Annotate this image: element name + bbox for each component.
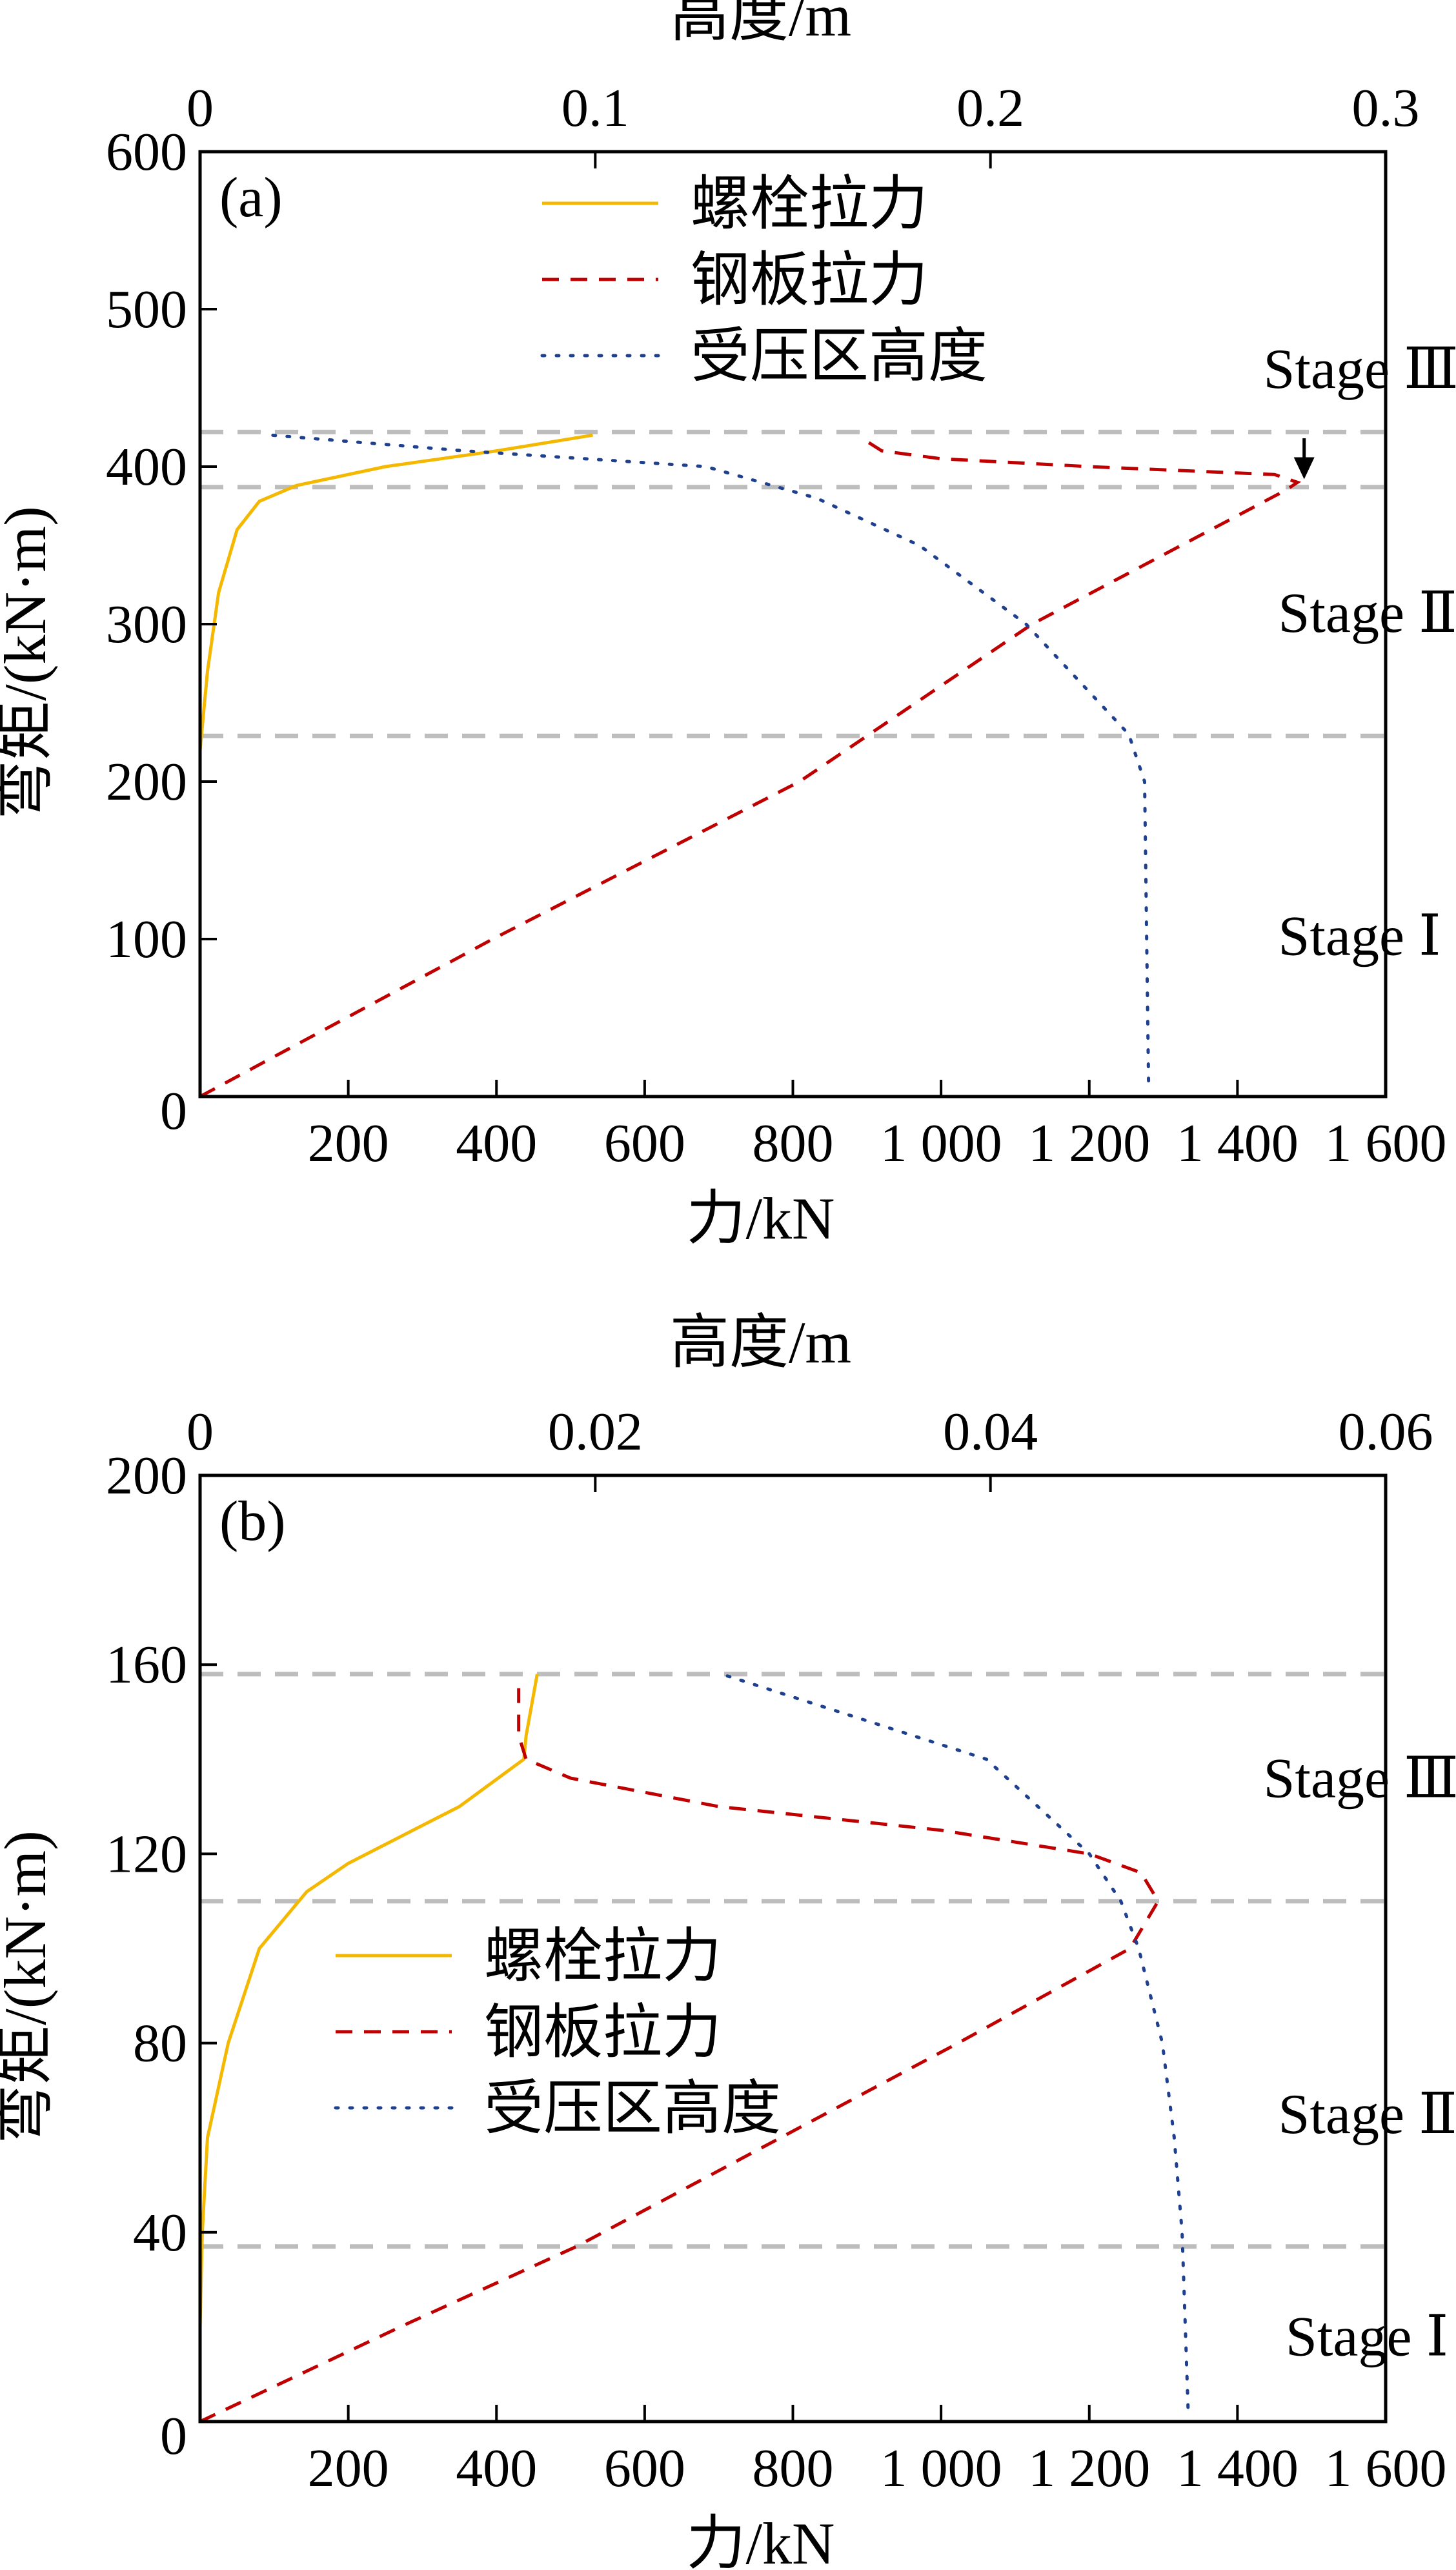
x2-axis-label: 高度/m: [670, 0, 851, 48]
x-tick-label: 800: [753, 2438, 834, 2498]
x2-tick-label: 0.06: [1339, 1402, 1433, 1462]
x-tick-label: 400: [456, 2438, 537, 2498]
stage-label: Stage Ⅰ: [1286, 2305, 1448, 2368]
stage-label: Stage Ⅱ: [1279, 582, 1456, 645]
x2-tick-label: 0.2: [956, 78, 1024, 138]
x-tick-label: 400: [456, 1113, 537, 1173]
x-tick-label: 1 200: [1028, 1113, 1150, 1173]
y-tick-label: 0: [160, 1081, 187, 1141]
legend-label: 受压区高度: [691, 323, 987, 389]
stage-label: Stage Ⅲ: [1264, 1747, 1456, 1810]
stage-label: Stage Ⅰ: [1279, 905, 1441, 967]
y-tick-label: 300: [106, 594, 187, 654]
legend-label: 螺栓拉力: [691, 171, 928, 237]
legend-label: 受压区高度: [484, 2076, 781, 2141]
x2-tick-label: 0.1: [561, 78, 629, 138]
series-line-2: [720, 1672, 1190, 2409]
x-tick-label: 200: [308, 1113, 389, 1173]
x2-axis-label: 高度/m: [670, 1310, 851, 1375]
series-line-0: [198, 433, 593, 751]
y-tick-label: 600: [106, 122, 187, 182]
y-tick-label: 200: [106, 1446, 187, 1506]
y-tick-label: 0: [160, 2406, 187, 2466]
x-tick-label: 200: [308, 2438, 389, 2498]
x-tick-label: 1 600: [1325, 1113, 1447, 1173]
x2-tick-label: 0: [187, 78, 214, 138]
legend-label: 钢板拉力: [691, 247, 928, 313]
series-line-2: [269, 433, 1151, 1083]
x-axis-label: 力/kN: [686, 1186, 834, 1251]
stage-label: Stage Ⅲ: [1264, 338, 1456, 401]
x-tick-label: 1 400: [1177, 1113, 1299, 1173]
y-tick-label: 400: [106, 437, 187, 497]
y-tick-label: 120: [106, 1824, 187, 1884]
x2-tick-label: 0: [187, 1402, 214, 1462]
x2-tick-label: 0.02: [548, 1402, 643, 1462]
x-tick-label: 600: [604, 1113, 685, 1173]
legend-label: 钢板拉力: [484, 1999, 722, 2065]
y-tick-label: 80: [133, 2014, 187, 2074]
series-line-1: [199, 440, 1302, 1098]
y-tick-label: 100: [106, 909, 187, 969]
x-tick-label: 1 400: [1177, 2438, 1299, 2498]
legend-label: 螺栓拉力: [484, 1923, 722, 1989]
y-tick-label: 200: [106, 752, 187, 812]
x-tick-label: 800: [753, 1113, 834, 1173]
x2-tick-label: 0.3: [1352, 78, 1420, 138]
plot-frame: [198, 1473, 1388, 2423]
x-tick-label: 1 200: [1028, 2438, 1150, 2498]
y-axis-label: 弯矩/(kN·m): [0, 506, 58, 819]
y-tick-label: 160: [106, 1635, 187, 1695]
series-line-1: [199, 1688, 1160, 2423]
y-axis-label: 弯矩/(kN·m): [0, 1830, 58, 2143]
y-tick-label: 40: [133, 2203, 187, 2263]
x2-tick-label: 0.04: [943, 1402, 1038, 1462]
stage-label: Stage Ⅱ: [1279, 2083, 1456, 2146]
arrow-head-icon: [1293, 457, 1315, 480]
x-axis-label: 力/kN: [686, 2511, 834, 2570]
x-tick-label: 600: [604, 2438, 685, 2498]
panel-label: (a): [219, 167, 283, 229]
panel-label: (b): [219, 1490, 286, 1553]
x-tick-label: 1 600: [1325, 2438, 1447, 2498]
x-tick-label: 1 000: [880, 2438, 1002, 2498]
x-tick-label: 1 000: [880, 1113, 1002, 1173]
y-tick-label: 500: [106, 279, 187, 339]
